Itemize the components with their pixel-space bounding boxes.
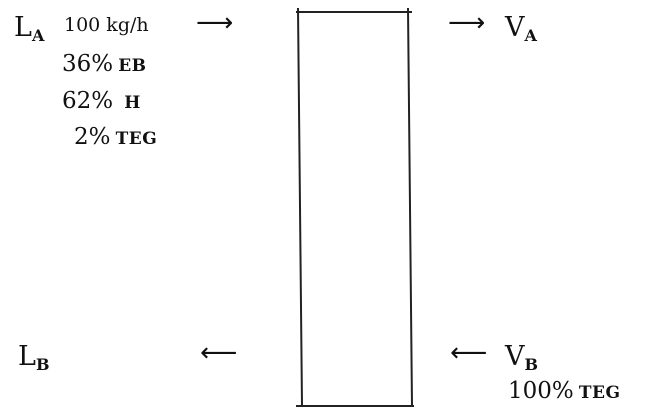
stream-label-vb: VB bbox=[505, 341, 539, 374]
va-arrow-right: ⟶ bbox=[448, 8, 486, 38]
stream-label-va: VA bbox=[505, 12, 537, 45]
feed-component-teg: 2% TEG bbox=[74, 124, 158, 150]
stream-label-la: LA bbox=[14, 12, 45, 45]
feed-component-h: 62% H bbox=[62, 88, 141, 114]
vb-arrow-left: ⟵ bbox=[450, 338, 488, 368]
feed-flow-rate: 100 kg/h bbox=[64, 14, 149, 36]
column-left-wall bbox=[297, 7, 303, 407]
stream-label-lb: LB bbox=[18, 341, 50, 374]
feed-component-eb: 36% EB bbox=[62, 51, 147, 77]
solvent-component-teg: 100% TEG bbox=[508, 378, 621, 404]
feed-arrow-right: ⟶ bbox=[196, 8, 234, 38]
lb-arrow-left: ⟵ bbox=[200, 338, 238, 368]
column-right-wall bbox=[407, 7, 413, 407]
